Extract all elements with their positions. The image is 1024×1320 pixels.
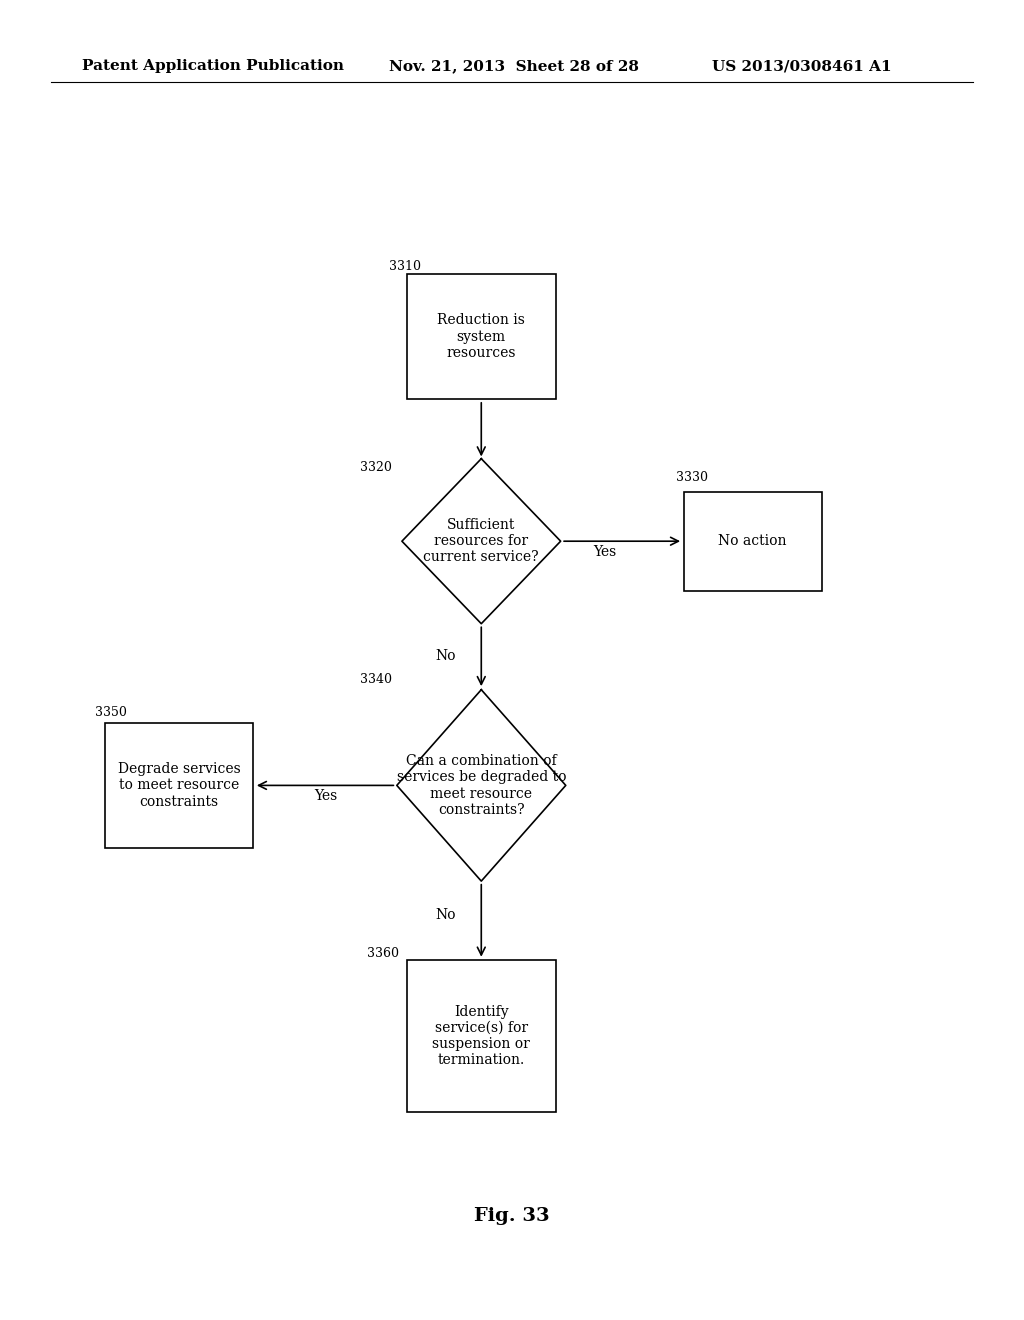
Text: 3330: 3330 <box>676 471 708 484</box>
Text: No action: No action <box>719 535 786 548</box>
Polygon shape <box>401 459 561 624</box>
Text: Can a combination of
services be degraded to
meet resource
constraints?: Can a combination of services be degrade… <box>396 754 566 817</box>
Text: 3310: 3310 <box>389 260 421 273</box>
Text: Patent Application Publication: Patent Application Publication <box>82 59 344 74</box>
Text: No: No <box>435 649 456 663</box>
Text: Reduction is
system
resources: Reduction is system resources <box>437 313 525 360</box>
Text: Identify
service(s) for
suspension or
termination.: Identify service(s) for suspension or te… <box>432 1005 530 1068</box>
Text: 3360: 3360 <box>367 946 398 960</box>
Text: Nov. 21, 2013  Sheet 28 of 28: Nov. 21, 2013 Sheet 28 of 28 <box>389 59 639 74</box>
Bar <box>104 723 254 847</box>
Text: Degrade services
to meet resource
constraints: Degrade services to meet resource constr… <box>118 762 241 809</box>
Text: Fig. 33: Fig. 33 <box>474 1206 550 1225</box>
Bar <box>684 492 821 591</box>
Bar <box>407 275 555 399</box>
Bar <box>407 961 555 1111</box>
Polygon shape <box>396 689 565 882</box>
Text: Yes: Yes <box>314 789 337 803</box>
Text: Sufficient
resources for
current service?: Sufficient resources for current service… <box>424 517 539 565</box>
Text: US 2013/0308461 A1: US 2013/0308461 A1 <box>712 59 891 74</box>
Text: No: No <box>435 908 456 921</box>
Text: 3340: 3340 <box>360 673 392 686</box>
Text: 3320: 3320 <box>360 461 392 474</box>
Text: Yes: Yes <box>594 545 616 558</box>
Text: 3350: 3350 <box>95 706 127 719</box>
